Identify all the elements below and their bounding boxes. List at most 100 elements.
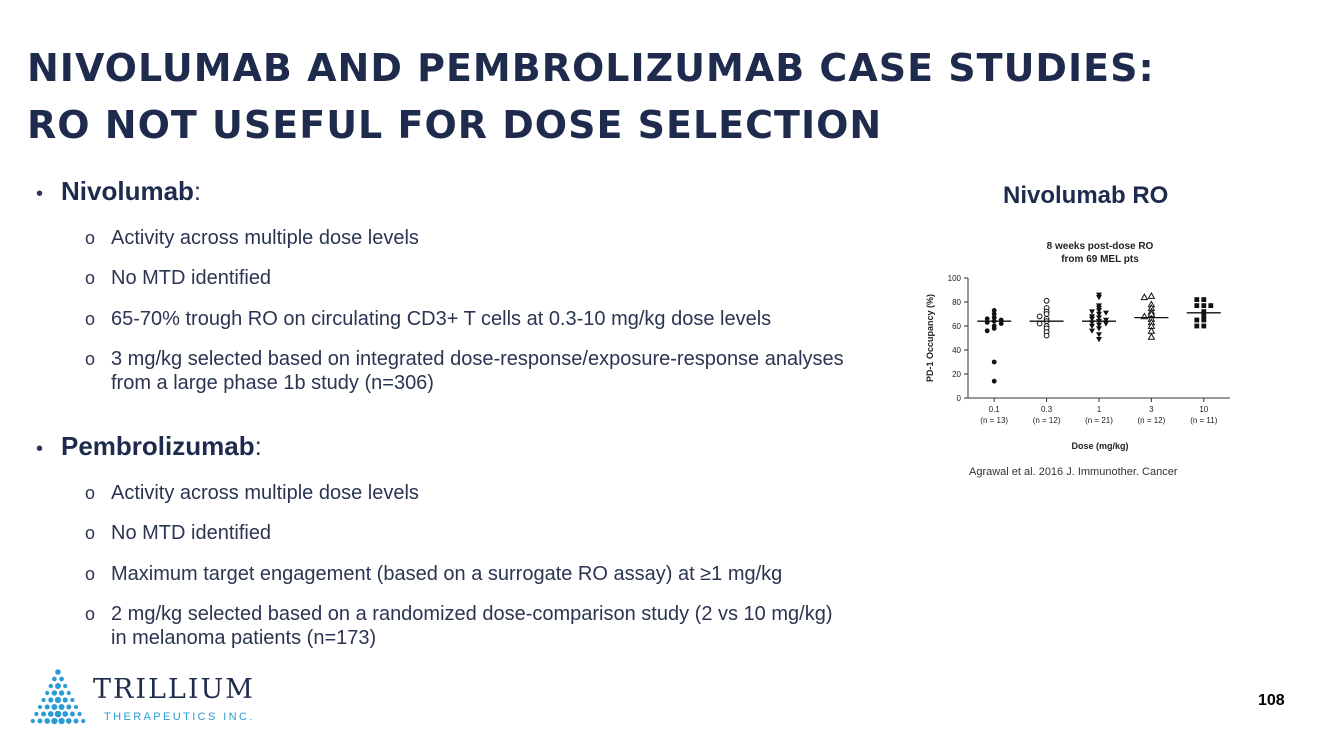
nivolumab-colon: : [193,176,202,206]
logo-dot [59,676,64,682]
logo-dot [41,697,46,703]
data-point [1194,303,1200,308]
page-number: 108 [1258,692,1285,709]
y-axis-label: PD-1 Occupancy (%) [925,294,935,382]
pembrolizumab-heading: Pembrolizumab [61,431,255,461]
data-point [1201,314,1207,319]
x-n-label: (n = 21) [1085,416,1113,425]
pembrolizumab-item-4: o 2 mg/kg selected based on a randomized… [85,602,876,650]
data-point [991,378,997,384]
logo-dot [66,690,71,696]
x-n-label: (n = 13) [980,416,1008,425]
logo-dot [45,690,50,696]
pembrolizumab-item-3: o Maximum target engagement (based on a … [85,562,876,586]
logo-dot [52,676,57,682]
data-point [1147,332,1156,340]
nivolumab-heading: Nivolumab [61,176,194,206]
y-tick-label: 40 [952,346,961,355]
data-point [1103,317,1109,323]
pembrolizumab-item-text: No MTD identified [111,522,272,544]
data-point [1208,303,1214,308]
sub-bullet-glyph: o [85,604,96,624]
data-point [991,326,997,331]
nivolumab-item-1: o Activity across multiple dose levels [85,226,876,250]
logo-dot [81,718,86,724]
data-point [1103,310,1109,316]
logo-dot [48,683,53,689]
x-tick-label: 1 [1097,405,1102,414]
data-point [991,359,997,365]
pembrolizumab-colon: : [254,431,262,461]
y-tick-label: 0 [957,394,962,403]
data-point [1096,295,1102,301]
x-tick-label: 0.1 [989,405,1001,414]
data-point [1201,317,1207,323]
logo-dot [51,690,58,696]
sub-bullet-glyph: o [85,564,96,584]
x-axis-label: Dose (mg/kg) [1071,441,1128,451]
pembrolizumab-bullet: • Pembrolizumab: [36,431,876,467]
data-point [991,315,997,320]
logo-dot [44,704,50,710]
data-point [1096,326,1102,332]
logo-dot [37,718,43,724]
nivolumab-item-text: No MTD identified [111,267,272,289]
y-tick-label: 20 [952,370,961,379]
x-n-label: (n = 12) [1138,416,1166,425]
sub-bullet-glyph: o [85,268,96,288]
data-point [1036,320,1043,327]
logo-dot [77,711,82,717]
y-tick-label: 100 [948,274,962,283]
data-point [1096,332,1102,338]
logo-dot [51,717,58,725]
data-point [1089,316,1095,322]
data-point [1096,311,1102,317]
logo-dot [69,711,75,717]
data-point [1036,313,1043,320]
logo-dot [58,704,65,710]
data-point [991,311,997,317]
sub-bullet-glyph: o [85,349,96,369]
trillium-logo [30,669,86,725]
data-point [1096,315,1102,321]
x-tick-label: 10 [1199,405,1208,414]
data-point [1140,293,1149,301]
logo-dot [54,696,62,704]
x-n-label: (n = 11) [1190,416,1218,425]
data-point [1201,297,1207,302]
data-point [1096,337,1102,343]
data-point [1201,309,1207,314]
bullet-glyph: • [36,183,44,205]
logo-dot [58,690,65,696]
chart-panel-title: Nivolumab RO [1003,182,1169,209]
logo-dot [63,683,68,689]
x-tick-label: 3 [1149,405,1154,414]
y-tick-label: 80 [952,298,961,307]
chart-title-line-1: 8 weeks post-dose RO [1047,241,1154,252]
data-point [1089,323,1095,329]
sub-bullet-glyph: o [85,523,96,543]
logo-dot [34,711,39,717]
data-point [1043,297,1050,304]
nivolumab-item-2: o No MTD identified [85,266,876,290]
sub-bullet-glyph: o [85,309,96,329]
sub-bullet-glyph: o [85,483,96,503]
nivolumab-item-text: Activity across multiple dose levels [111,227,419,249]
data-point [1194,317,1200,323]
logo-dot [41,711,47,717]
logo-dot [48,697,54,703]
nivolumab-item-3: o 65-70% trough RO on circulating CD3+ T… [85,307,876,331]
citation: Agrawal et al. 2016 J. Immunother. Cance… [969,466,1178,478]
data-point [1147,291,1156,299]
nivolumab-item-text: 65-70% trough RO on circulating CD3+ T c… [111,308,772,330]
x-n-label: (n = 12) [1033,416,1061,425]
data-point [1096,308,1102,314]
trillium-dot-triangle-logo-icon [30,669,86,725]
title-line-2: RO NOT USEFUL FOR DOSE SELECTION [27,103,883,147]
bullet-content: • Nivolumab: o Activity across multiple … [36,176,876,650]
logo-dot [62,697,68,703]
logo-dot [55,669,61,675]
logo-dot [47,711,54,717]
pembrolizumab-item-text: 2 mg/kg selected based on a randomized d… [111,603,833,649]
pembrolizumab-item-text: Maximum target engagement (based on a su… [111,563,783,585]
